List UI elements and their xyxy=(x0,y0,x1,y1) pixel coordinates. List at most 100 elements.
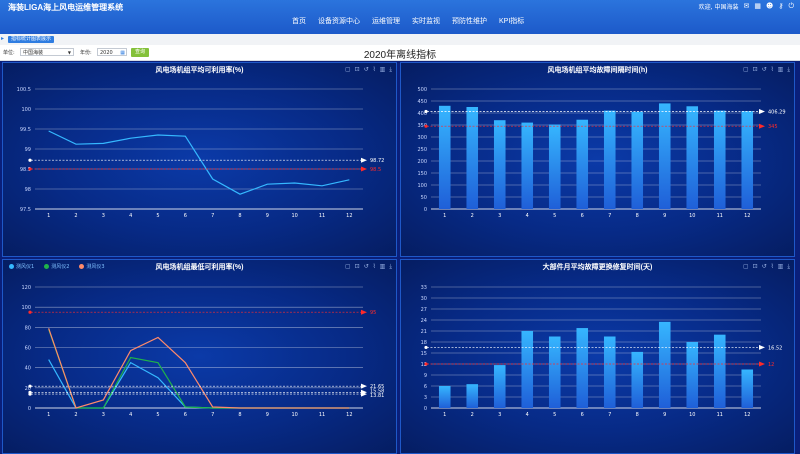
restore-icon[interactable]: ↺ xyxy=(363,66,369,73)
nav-item-operations[interactable]: 运维管理 xyxy=(372,18,400,25)
download-icon[interactable]: ⤓ xyxy=(787,263,790,270)
x-tick-label: 6 xyxy=(581,213,584,219)
download-icon[interactable]: ⤓ xyxy=(389,263,392,270)
data-view-icon[interactable]: ▢ xyxy=(345,66,351,73)
y-tick-label: 6 xyxy=(424,384,427,390)
zoom-icon[interactable]: ⊡ xyxy=(752,263,758,270)
nav-item-equipment[interactable]: 设备资源中心 xyxy=(318,18,360,25)
legend-dot xyxy=(9,264,14,269)
legend-label: 测风仪2 xyxy=(51,264,70,270)
zoom-icon[interactable]: ⊡ xyxy=(354,66,360,73)
bar xyxy=(466,107,479,209)
x-tick-label: 6 xyxy=(184,412,187,418)
chart-panel-avg-availability: 风电场机组平均可利用率(%) ▢ ⊡ ↺ ⌇ ▥ ⤓ 97.5 98 98.5 99 99.5 10… xyxy=(2,62,397,257)
reference-arrow xyxy=(759,344,765,350)
restore-icon[interactable]: ↺ xyxy=(761,263,767,270)
legend-item[interactable]: 测风仪3 xyxy=(79,263,105,270)
x-tick-label: 3 xyxy=(498,213,501,219)
x-tick-label: 8 xyxy=(238,213,241,219)
x-tick-label: 9 xyxy=(266,213,269,219)
bar-icon[interactable]: ▥ xyxy=(379,66,386,73)
bar xyxy=(466,384,479,408)
reference-start-marker xyxy=(28,310,32,314)
y-tick-label: 0 xyxy=(424,406,427,412)
line-icon[interactable]: ⌇ xyxy=(770,263,774,270)
main-nav: 首页 设备资源中心 运维管理 实时监视 预防性维护 KPI指标 xyxy=(292,16,524,26)
user-icon[interactable]: ☻ xyxy=(766,2,774,10)
line-icon[interactable]: ⌇ xyxy=(372,263,376,270)
x-tick-label: 8 xyxy=(636,213,639,219)
bar-icon[interactable]: ▥ xyxy=(777,66,784,73)
chart-title: 风电场机组平均可利用率(%) xyxy=(155,67,244,74)
restore-icon[interactable]: ↺ xyxy=(363,263,369,270)
bar xyxy=(631,351,644,408)
x-tick-label: 2 xyxy=(74,213,77,219)
chart-title: 风电场机组最低可利用率(%) xyxy=(155,264,244,271)
x-tick-label: 12 xyxy=(744,412,750,418)
top-right-area: 欢迎, 中国海装 ✉ ▦ ☻ ⚷ ⏻ xyxy=(699,2,794,12)
data-view-icon[interactable]: ▢ xyxy=(743,66,749,73)
message-icon[interactable]: ✉ xyxy=(743,2,750,10)
y-tick-label: 24 xyxy=(421,318,427,324)
reference-arrow xyxy=(759,361,765,367)
reference-label: 406.29 xyxy=(768,109,786,115)
x-tick-label: 10 xyxy=(689,412,695,418)
nav-item-kpi[interactable]: KPI指标 xyxy=(499,18,525,25)
query-button[interactable]: 查询 xyxy=(131,48,150,57)
x-tick-label: 6 xyxy=(184,213,187,219)
reference-start-marker xyxy=(28,392,32,396)
nav-item-home[interactable]: 首页 xyxy=(292,18,306,25)
data-view-icon[interactable]: ▢ xyxy=(345,263,351,270)
reference-start-marker xyxy=(28,158,32,162)
x-tick-label: 2 xyxy=(471,213,474,219)
x-tick-label: 11 xyxy=(319,213,325,219)
restore-icon[interactable]: ↺ xyxy=(761,66,767,73)
y-tick-label: 120 xyxy=(21,285,31,291)
nav-item-monitor[interactable]: 实时监视 xyxy=(412,18,440,25)
bar xyxy=(521,122,534,209)
legend-item[interactable]: 测风仪1 xyxy=(9,263,34,270)
data-view-icon[interactable]: ▢ xyxy=(743,263,749,270)
legend-item[interactable]: 测风仪2 xyxy=(44,263,69,270)
unit-select[interactable]: 中国海装 ▼ xyxy=(20,48,74,56)
zoom-icon[interactable]: ⊡ xyxy=(354,263,360,270)
legend-dot xyxy=(44,264,50,269)
tab-chart-stats[interactable]: 指标统计图表展示 xyxy=(8,36,55,43)
x-tick-label: 8 xyxy=(636,412,639,418)
x-tick-label: 11 xyxy=(319,412,325,418)
y-tick-label: 0 xyxy=(28,406,31,412)
chevron-down-icon: ▼ xyxy=(67,50,71,55)
series-line xyxy=(48,328,350,409)
unit-select-value: 中国海装 xyxy=(23,50,44,56)
chart-legend: 测风仪1 测风仪2 测风仪3 xyxy=(9,263,105,270)
download-icon[interactable]: ⤓ xyxy=(389,66,392,73)
x-tick-label: 8 xyxy=(238,412,241,418)
power-icon[interactable]: ⏻ xyxy=(788,2,794,10)
bar-icon[interactable]: ▥ xyxy=(379,263,386,270)
download-icon[interactable]: ⤓ xyxy=(787,66,790,73)
x-tick-label: 11 xyxy=(717,412,723,418)
grid-icon[interactable]: ▦ xyxy=(754,2,761,10)
series-line xyxy=(48,130,350,195)
nav-item-maintenance[interactable]: 预防性维护 xyxy=(452,18,487,25)
y-tick-label: 9 xyxy=(424,373,427,379)
reference-arrow xyxy=(759,123,765,129)
x-tick-label: 4 xyxy=(526,213,529,219)
bar-icon[interactable]: ▥ xyxy=(777,263,784,270)
zoom-icon[interactable]: ⊡ xyxy=(752,66,758,73)
x-tick-label: 5 xyxy=(553,412,556,418)
tab-scroll-icon[interactable]: ▸ xyxy=(1,35,5,42)
line-icon[interactable]: ⌇ xyxy=(770,66,774,73)
year-input[interactable]: 2020 ▦ xyxy=(97,48,127,56)
y-tick-label: 3 xyxy=(424,395,427,401)
bar xyxy=(713,110,726,209)
reference-start-marker xyxy=(424,362,428,366)
key-icon[interactable]: ⚷ xyxy=(778,2,784,10)
x-tick-label: 5 xyxy=(156,412,159,418)
y-tick-label: 98.5 xyxy=(20,167,31,173)
bar xyxy=(576,328,589,408)
chart-panel-repair-time: 大部件月平均故障更换修复时间(天) ▢ ⊡ ↺ ⌇ ▥ ⤓ 0 3 6 9 12 15 18 21 24 2… xyxy=(400,259,795,454)
line-icon[interactable]: ⌇ xyxy=(372,66,376,73)
